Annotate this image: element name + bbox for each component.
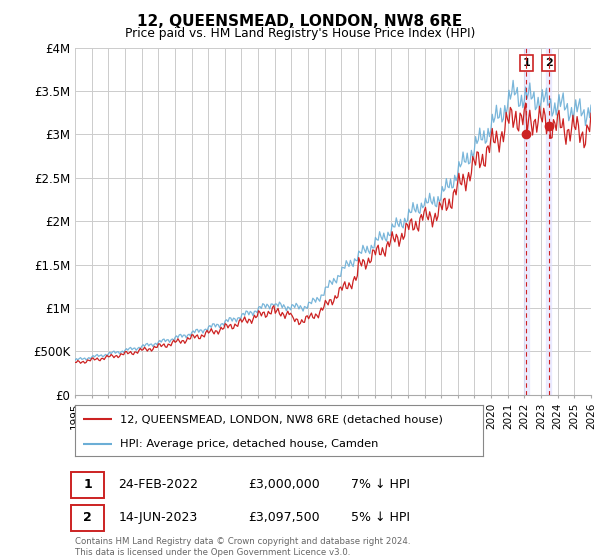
Bar	[546, 48, 551, 395]
Text: Price paid vs. HM Land Registry's House Price Index (HPI): Price paid vs. HM Land Registry's House …	[125, 27, 475, 40]
Text: 12, QUEENSMEAD, LONDON, NW8 6RE: 12, QUEENSMEAD, LONDON, NW8 6RE	[137, 14, 463, 29]
FancyBboxPatch shape	[71, 505, 104, 531]
Text: 24-FEB-2022: 24-FEB-2022	[118, 478, 198, 492]
Text: 5% ↓ HPI: 5% ↓ HPI	[352, 511, 410, 524]
Text: 14-JUN-2023: 14-JUN-2023	[118, 511, 197, 524]
Text: 1: 1	[523, 58, 530, 68]
Text: 7% ↓ HPI: 7% ↓ HPI	[352, 478, 410, 492]
Text: 1: 1	[83, 478, 92, 492]
FancyBboxPatch shape	[71, 472, 104, 498]
Text: 2: 2	[83, 511, 92, 524]
Text: Contains HM Land Registry data © Crown copyright and database right 2024.
This d: Contains HM Land Registry data © Crown c…	[75, 537, 410, 557]
Text: £3,000,000: £3,000,000	[248, 478, 320, 492]
Text: £3,097,500: £3,097,500	[248, 511, 319, 524]
Text: 12, QUEENSMEAD, LONDON, NW8 6RE (detached house): 12, QUEENSMEAD, LONDON, NW8 6RE (detache…	[120, 414, 443, 424]
Bar	[524, 48, 529, 395]
Text: HPI: Average price, detached house, Camden: HPI: Average price, detached house, Camd…	[120, 438, 378, 449]
Text: 2: 2	[545, 58, 553, 68]
